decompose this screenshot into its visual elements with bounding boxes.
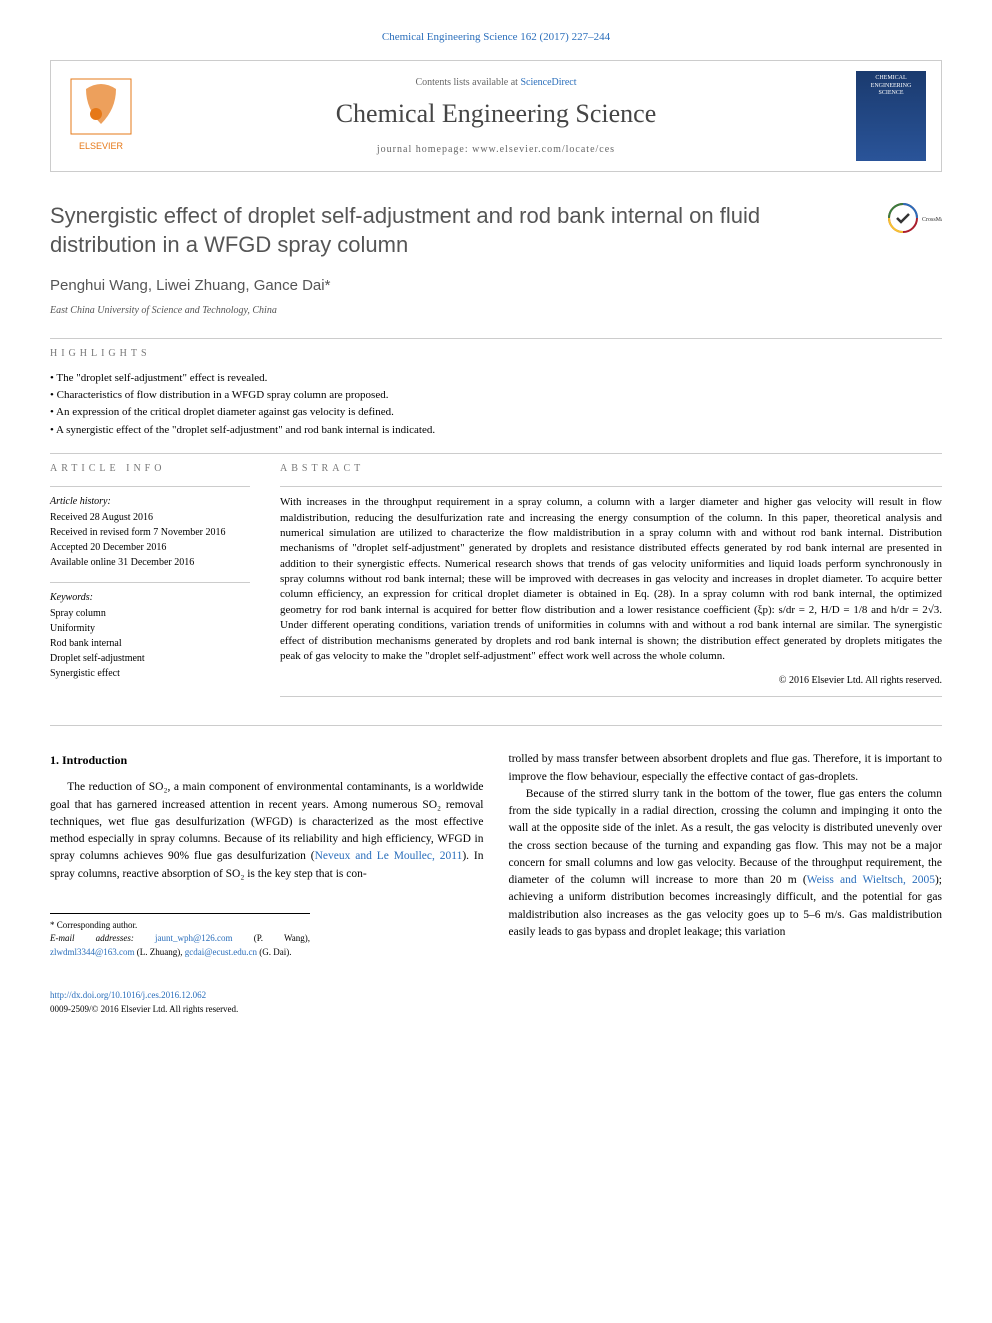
affiliation: East China University of Science and Tec… (50, 304, 942, 318)
journal-reference: Chemical Engineering Science 162 (2017) … (50, 30, 942, 45)
email-line: E-mail addresses: jaunt_wph@126.com (P. … (50, 932, 310, 959)
cover-text-line: ENGINEERING (871, 83, 912, 90)
body-text: Because of the stirred slurry tank in th… (509, 788, 943, 886)
paper-title: Synergistic effect of droplet self-adjus… (50, 202, 872, 259)
divider (50, 725, 942, 726)
cover-text-line: CHEMICAL (875, 75, 906, 82)
email-link[interactable]: zlwdml3344@163.com (50, 947, 135, 957)
highlights-label: HIGHLIGHTS (50, 347, 942, 361)
divider (50, 453, 942, 454)
journal-homepage: journal homepage: www.elsevier.com/locat… (136, 143, 856, 157)
body-columns: 1. Introduction The reduction of SO₂, a … (50, 751, 942, 1016)
highlights-section: HIGHLIGHTS The "droplet self-adjustment"… (50, 347, 942, 439)
abstract-column: ABSTRACT With increases in the throughpu… (280, 462, 942, 705)
author-names: Penghui Wang, Liwei Zhuang, Gance Dai (50, 277, 325, 294)
article-info-column: ARTICLE INFO Article history: Received 2… (50, 462, 250, 705)
authors: Penghui Wang, Liwei Zhuang, Gance Dai* (50, 275, 942, 296)
contents-line: Contents lists available at ScienceDirec… (136, 76, 856, 90)
keywords-label: Keywords: (50, 591, 250, 605)
divider (280, 486, 942, 487)
divider (50, 582, 250, 583)
corresponding-marker: * (325, 277, 331, 294)
crossmark-badge[interactable]: CrossMark (887, 202, 942, 242)
svg-text:ELSEVIER: ELSEVIER (79, 141, 124, 151)
keyword: Rod bank internal (50, 637, 250, 651)
section-heading: 1. Introduction (50, 751, 484, 769)
highlight-item: A synergistic effect of the "droplet sel… (50, 423, 942, 438)
history-item: Available online 31 December 2016 (50, 556, 250, 570)
keyword: Synergistic effect (50, 667, 250, 681)
highlight-item: Characteristics of flow distribution in … (50, 388, 942, 403)
keyword: Spray column (50, 607, 250, 621)
body-paragraph: trolled by mass transfer between absorbe… (509, 751, 943, 786)
body-paragraph: Because of the stirred slurry tank in th… (509, 786, 943, 941)
body-paragraph: The reduction of SO₂, a main component o… (50, 779, 484, 883)
highlight-item: The "droplet self-adjustment" effect is … (50, 371, 942, 386)
body-column-right: trolled by mass transfer between absorbe… (509, 751, 943, 1016)
email-label: E-mail addresses: (50, 933, 155, 943)
history-item: Received in revised form 7 November 2016 (50, 526, 250, 540)
journal-name: Chemical Engineering Science (136, 96, 856, 132)
email-who: (P. Wang), (233, 933, 310, 943)
abstract-label: ABSTRACT (280, 462, 942, 476)
history-item: Accepted 20 December 2016 (50, 541, 250, 555)
journal-ref-link[interactable]: Chemical Engineering Science 162 (2017) … (382, 31, 610, 43)
journal-cover: CHEMICAL ENGINEERING SCIENCE (856, 71, 926, 161)
divider (50, 338, 942, 339)
abstract-copyright: © 2016 Elsevier Ltd. All rights reserved… (280, 674, 942, 688)
citation-link[interactable]: Neveux and Le Moullec, 2011 (315, 850, 463, 862)
issn-copyright: 0009-2509/© 2016 Elsevier Ltd. All right… (50, 1003, 484, 1017)
keyword: Droplet self-adjustment (50, 652, 250, 666)
email-who: (L. Zhuang), (135, 947, 185, 957)
email-link[interactable]: jaunt_wph@126.com (155, 933, 233, 943)
footnotes: * Corresponding author. E-mail addresses… (50, 913, 310, 960)
divider (50, 486, 250, 487)
keyword: Uniformity (50, 622, 250, 636)
contents-text: Contents lists available at (415, 77, 520, 88)
highlights-list: The "droplet self-adjustment" effect is … (50, 371, 942, 439)
svg-text:CrossMark: CrossMark (922, 217, 942, 223)
history-label: Article history: (50, 495, 250, 509)
email-who: (G. Dai). (257, 947, 292, 957)
journal-header: ELSEVIER Contents lists available at Sci… (50, 60, 942, 172)
doi-link[interactable]: http://dx.doi.org/10.1016/j.ces.2016.12.… (50, 990, 206, 1000)
email-link[interactable]: gcdai@ecust.edu.cn (185, 947, 257, 957)
body-column-left: 1. Introduction The reduction of SO₂, a … (50, 751, 484, 1016)
publisher-logo: ELSEVIER (66, 74, 136, 159)
doi-line: http://dx.doi.org/10.1016/j.ces.2016.12.… (50, 989, 484, 1003)
article-info-label: ARTICLE INFO (50, 462, 250, 476)
divider (280, 696, 942, 697)
history-item: Received 28 August 2016 (50, 511, 250, 525)
highlight-item: An expression of the critical droplet di… (50, 405, 942, 420)
citation-link[interactable]: Weiss and Wieltsch, 2005 (807, 874, 935, 886)
abstract-text: With increases in the throughput require… (280, 495, 942, 664)
sciencedirect-link[interactable]: ScienceDirect (520, 77, 576, 88)
corresponding-note: * Corresponding author. (50, 919, 310, 933)
cover-text-line: SCIENCE (878, 90, 903, 97)
